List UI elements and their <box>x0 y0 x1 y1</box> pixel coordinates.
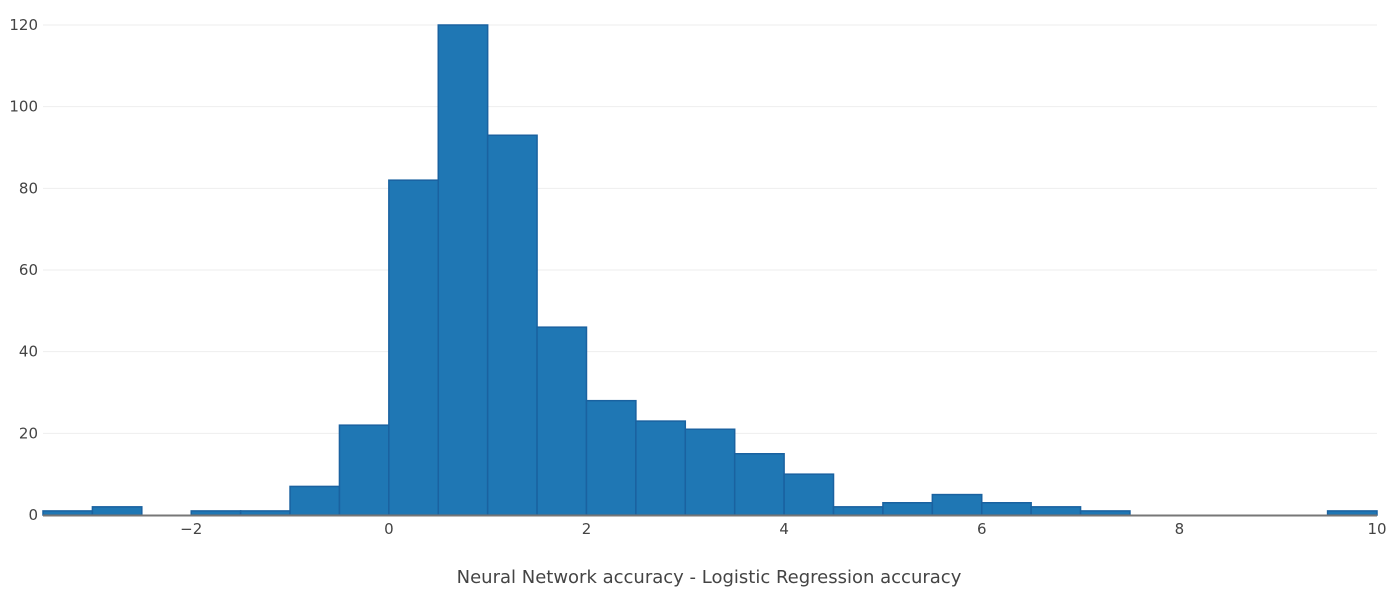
x-tick-label: 0 <box>384 520 394 538</box>
histogram-bar[interactable] <box>882 502 934 516</box>
histogram-bars <box>42 24 1378 516</box>
histogram-bar[interactable] <box>1079 510 1131 516</box>
y-tick-label: 80 <box>19 179 38 197</box>
histogram-bar[interactable] <box>783 473 835 516</box>
histogram-bar[interactable] <box>585 399 637 516</box>
histogram-bar[interactable] <box>239 510 291 516</box>
histogram-bar[interactable] <box>42 510 94 516</box>
x-tick-label: 6 <box>977 520 987 538</box>
histogram-bar[interactable] <box>733 453 785 516</box>
y-tick-label: 100 <box>9 98 38 116</box>
histogram-bar[interactable] <box>388 179 440 516</box>
histogram-bar[interactable] <box>338 424 390 516</box>
x-tick-label: 4 <box>779 520 789 538</box>
histogram-bar[interactable] <box>486 134 538 516</box>
x-axis-ticks: −2 0 2 4 6 8 10 <box>180 520 1386 538</box>
histogram-bar[interactable] <box>832 506 884 516</box>
histogram-bar[interactable] <box>91 506 143 516</box>
x-axis-label: Neural Network accuracy - Logistic Regre… <box>457 567 962 588</box>
y-tick-label: 0 <box>28 506 38 524</box>
histogram-bar[interactable] <box>190 510 242 516</box>
x-tick-label: −2 <box>180 520 202 538</box>
x-tick-label: 10 <box>1367 520 1386 538</box>
histogram-bar[interactable] <box>437 24 489 516</box>
y-gridlines <box>43 24 1377 434</box>
histogram-bar[interactable] <box>684 428 736 516</box>
histogram-bar[interactable] <box>1326 510 1378 516</box>
histogram-bar[interactable] <box>1030 506 1082 516</box>
histogram-bar[interactable] <box>980 502 1032 516</box>
y-tick-label: 40 <box>19 343 38 361</box>
y-tick-label: 60 <box>19 261 38 279</box>
histogram-bar[interactable] <box>931 493 983 516</box>
x-tick-label: 8 <box>1175 520 1185 538</box>
histogram-bar[interactable] <box>635 420 687 516</box>
y-tick-label: 20 <box>19 424 38 442</box>
y-axis-ticks: 0 20 40 60 80 100 120 <box>9 16 38 524</box>
x-tick-label: 2 <box>582 520 592 538</box>
histogram-bar[interactable] <box>289 485 341 516</box>
y-tick-label: 120 <box>9 16 38 34</box>
histogram-bar[interactable] <box>536 326 588 516</box>
